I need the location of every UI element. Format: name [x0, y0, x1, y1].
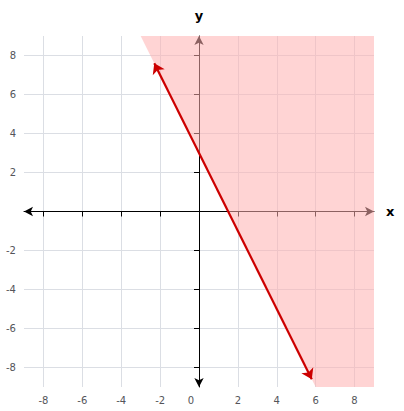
- svg-text:8: 8: [351, 395, 357, 406]
- svg-text:6: 6: [10, 89, 16, 100]
- svg-text:2: 2: [235, 395, 241, 406]
- svg-text:0: 0: [188, 395, 194, 406]
- svg-text:6: 6: [312, 395, 318, 406]
- svg-text:-8: -8: [38, 395, 48, 406]
- svg-text:x: x: [386, 204, 395, 219]
- svg-text:4: 4: [274, 395, 280, 406]
- svg-text:-8: -8: [6, 362, 16, 373]
- svg-text:4: 4: [10, 128, 16, 139]
- svg-text:-6: -6: [77, 395, 87, 406]
- svg-text:2: 2: [10, 167, 16, 178]
- svg-text:8: 8: [10, 50, 16, 61]
- svg-text:-2: -2: [6, 245, 16, 256]
- svg-text:-4: -4: [6, 284, 16, 295]
- svg-text:y: y: [195, 8, 204, 23]
- svg-text:-6: -6: [6, 323, 16, 334]
- svg-text:-2: -2: [155, 395, 165, 406]
- svg-text:-4: -4: [116, 395, 126, 406]
